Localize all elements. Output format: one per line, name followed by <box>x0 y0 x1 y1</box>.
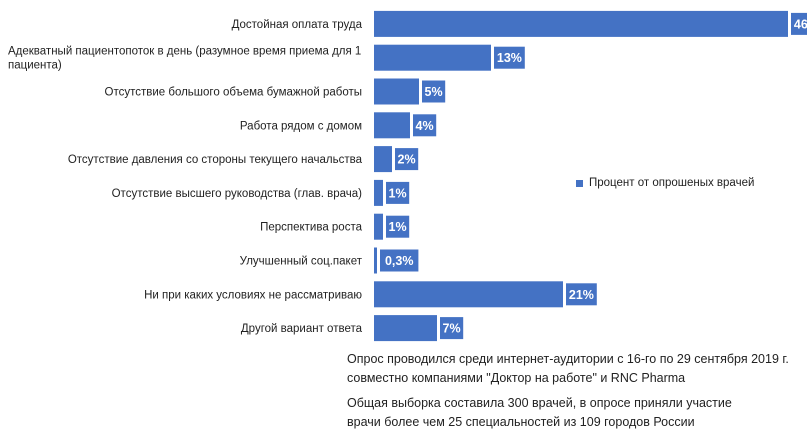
category-label: Достойная оплата труда <box>232 19 363 31</box>
data-label-box <box>791 12 807 35</box>
data-label-box <box>386 181 410 204</box>
data-label-box <box>566 283 597 306</box>
data-label-box <box>440 317 464 340</box>
data-label: 4% <box>416 119 434 133</box>
category-label: Отсутствие большого объема бумажной рабо… <box>105 87 363 99</box>
bar <box>374 44 491 71</box>
data-label: 1% <box>389 186 407 200</box>
bar <box>374 112 410 139</box>
bar <box>374 315 437 342</box>
category-label: Отсутствие высшего руководства (глав. вр… <box>112 188 363 200</box>
survey-notes: Опрос проводился среди интернет-аудитори… <box>347 350 789 438</box>
bar <box>374 146 392 173</box>
legend: Процент от опрошеных врачей <box>576 177 754 189</box>
data-label: 5% <box>425 85 443 99</box>
legend-swatch <box>576 179 583 187</box>
data-label-box <box>494 46 525 69</box>
category-label: Работа рядом с домом <box>240 120 362 132</box>
category-label: Ни при каких условиях не рассматриваю <box>144 289 362 301</box>
bar <box>374 247 377 274</box>
bar <box>374 281 563 308</box>
legend-label: Процент от опрошеных врачей <box>589 177 755 189</box>
category-label: Адекватный пациентопоток в день (разумно… <box>8 46 361 72</box>
bar <box>374 78 419 105</box>
bar <box>374 10 788 37</box>
survey-note-sample: Общая выборка составила 300 врачей, в оп… <box>347 396 732 429</box>
data-label-box <box>422 80 446 103</box>
data-label-box <box>395 148 419 171</box>
bar <box>374 179 383 206</box>
data-label: 1% <box>389 220 407 234</box>
category-label: Перспектива роста <box>260 222 363 234</box>
data-label-box <box>386 215 410 238</box>
data-label-box <box>380 249 419 272</box>
data-label: 7% <box>443 322 461 336</box>
data-label: 2% <box>398 153 416 167</box>
category-label: Другой вариант ответа <box>241 323 363 335</box>
data-label: 46% <box>794 17 807 31</box>
survey-note-period: Опрос проводился среди интернет-аудитори… <box>347 352 789 385</box>
bar <box>374 213 383 240</box>
data-label: 0,3% <box>385 254 414 268</box>
data-label-box <box>413 114 437 137</box>
category-label: Отсутствие давления со стороны текущего … <box>68 154 363 166</box>
category-label: Улучшенный соц.пакет <box>240 256 363 268</box>
data-label: 13% <box>497 51 522 65</box>
data-label: 21% <box>569 288 594 302</box>
bar-chart: 46% Достойная оплата труда 13% Адекватный п… <box>8 10 807 342</box>
